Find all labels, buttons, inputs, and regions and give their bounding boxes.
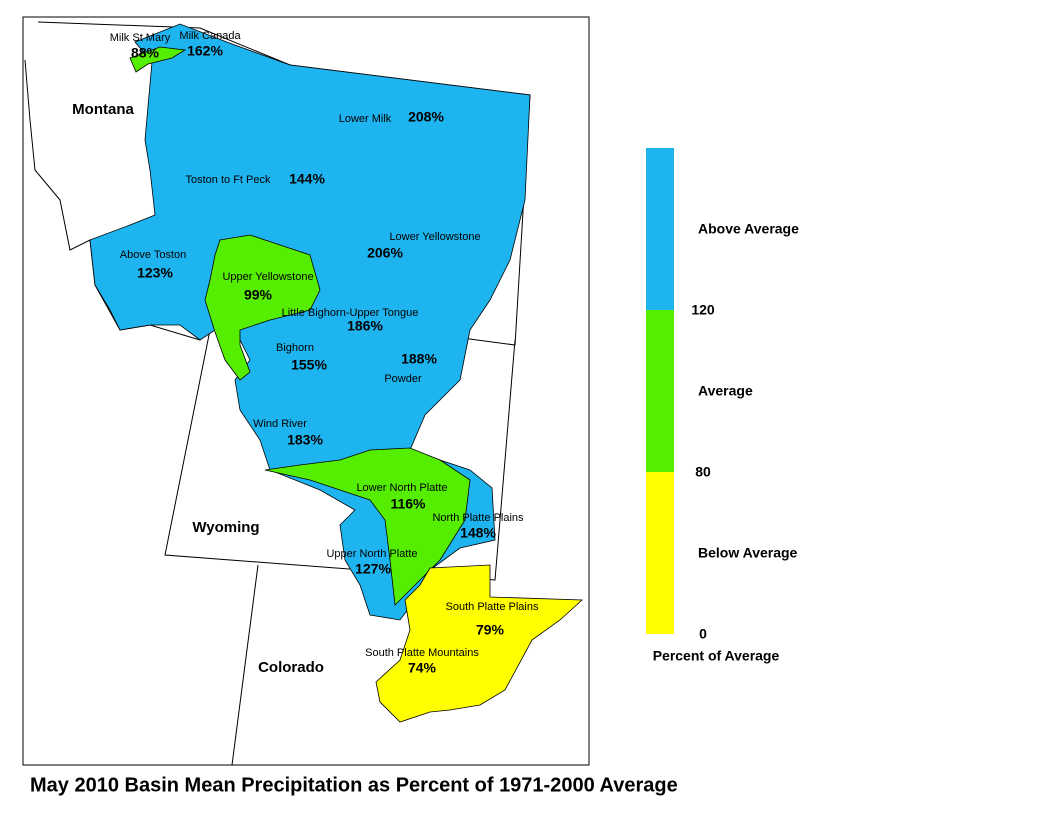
legend-label: Below Average bbox=[698, 545, 798, 561]
basin-value: 162% bbox=[187, 43, 223, 59]
basin-name: Bighorn bbox=[276, 342, 314, 354]
state-label: Wyoming bbox=[192, 519, 259, 536]
basin-name: Upper North Platte bbox=[326, 548, 417, 560]
legend-break: 120 bbox=[691, 302, 715, 318]
basin-name: Wind River bbox=[253, 418, 307, 430]
basin-name: Milk Canada bbox=[179, 30, 241, 42]
basin-name: Powder bbox=[384, 373, 422, 385]
basin-value: 155% bbox=[291, 357, 327, 373]
legend-swatch bbox=[646, 472, 674, 634]
basin-value: 116% bbox=[390, 496, 426, 512]
basin-value: 99% bbox=[244, 287, 273, 303]
average-basin bbox=[129, 46, 187, 73]
basin-value: 208% bbox=[408, 109, 444, 125]
basin-name: Little Bighorn-Upper Tongue bbox=[282, 307, 419, 319]
basin-name: Above Toston bbox=[120, 249, 186, 261]
state-label: Montana bbox=[72, 101, 134, 118]
legend-break: 80 bbox=[695, 464, 711, 480]
basin-name: South Platte Plains bbox=[446, 601, 539, 613]
basin-name: Lower Milk bbox=[339, 113, 392, 125]
basin-value: 183% bbox=[287, 432, 323, 448]
basin-value: 144% bbox=[289, 171, 325, 187]
state-label: Colorado bbox=[258, 659, 324, 676]
basin-value: 88% bbox=[131, 45, 160, 61]
basin-name: Lower Yellowstone bbox=[389, 231, 480, 243]
average-basin bbox=[204, 234, 321, 381]
basin-value: 127% bbox=[355, 561, 391, 577]
legend-label: Average bbox=[698, 383, 753, 399]
basin-name: South Platte Mountains bbox=[365, 647, 479, 659]
basin-name: Toston to Ft Peck bbox=[186, 174, 271, 186]
legend-swatch bbox=[646, 310, 674, 472]
basin-name: Lower North Platte bbox=[356, 482, 447, 494]
basin-name: Upper Yellowstone bbox=[222, 271, 313, 283]
basin-value: 188% bbox=[401, 351, 437, 367]
basin-value: 186% bbox=[347, 318, 383, 334]
basin-name: Milk St Mary bbox=[110, 32, 171, 44]
below-average-basins bbox=[375, 564, 583, 723]
basin-name: North Platte Plains bbox=[432, 512, 524, 524]
basin-value: 123% bbox=[137, 265, 173, 281]
basin-value: 79% bbox=[476, 622, 505, 638]
basin-value: 206% bbox=[367, 245, 403, 261]
colorado-border bbox=[231, 564, 259, 766]
basin-value: 74% bbox=[408, 660, 437, 676]
basin-value: 148% bbox=[460, 525, 496, 541]
wyoming-border bbox=[164, 304, 516, 581]
legend-label: Above Average bbox=[698, 221, 799, 237]
legend-break: 0 bbox=[699, 626, 707, 642]
map-title: May 2010 Basin Mean Precipitation as Per… bbox=[30, 774, 678, 796]
legend-swatch bbox=[646, 148, 674, 310]
legend: Above Average Average Below Average 120 80 0 bbox=[646, 148, 799, 642]
legend-title: Percent of Average bbox=[653, 648, 780, 664]
